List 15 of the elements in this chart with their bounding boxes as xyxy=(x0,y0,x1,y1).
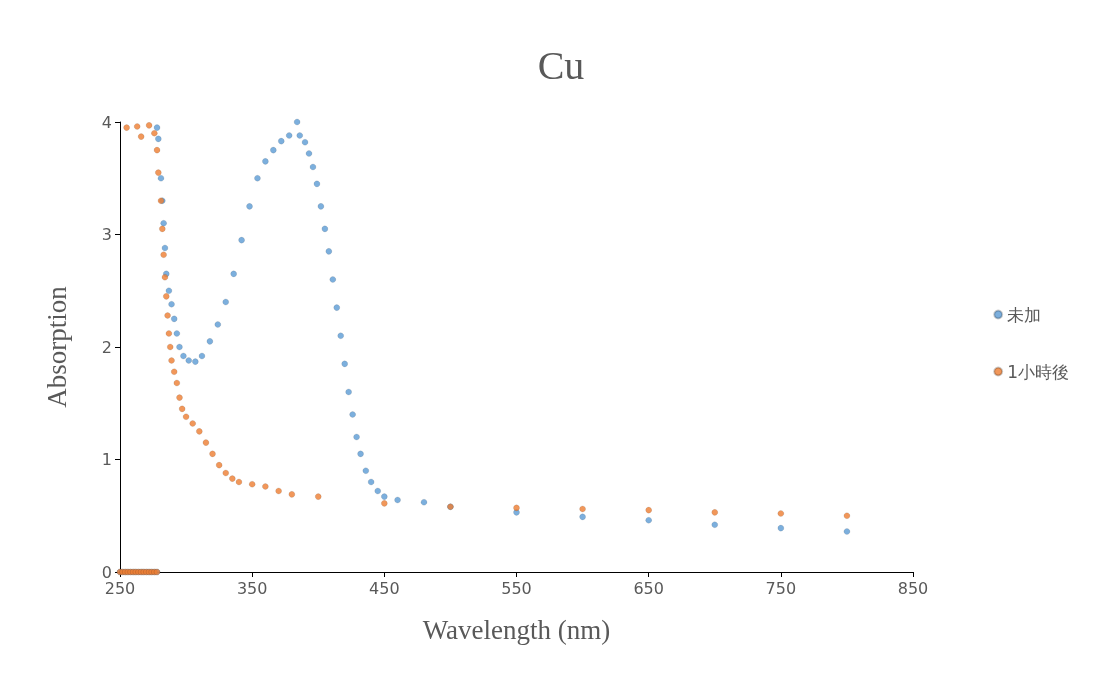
y-tick-label: 2 xyxy=(101,337,112,357)
x-tick-label: 650 xyxy=(633,578,664,598)
y-tick-label: 3 xyxy=(101,225,112,244)
y-tick-label: 1 xyxy=(101,450,112,469)
chart-title: Cu xyxy=(537,42,585,88)
x-tick-label: 350 xyxy=(236,578,268,598)
legend-label: 1小時後 xyxy=(1007,361,1070,382)
x-tick-label: 750 xyxy=(765,578,797,598)
y-axis-title: Absorption xyxy=(41,285,72,408)
legend-label: 未加 xyxy=(1007,304,1042,325)
x-axis-title: Wavelength (nm) xyxy=(422,614,611,645)
x-tick-label: 550 xyxy=(501,578,532,598)
x-tick-label: 450 xyxy=(369,578,400,598)
y-tick-label: 4 xyxy=(101,112,112,132)
x-tick-label: 850 xyxy=(897,578,929,598)
